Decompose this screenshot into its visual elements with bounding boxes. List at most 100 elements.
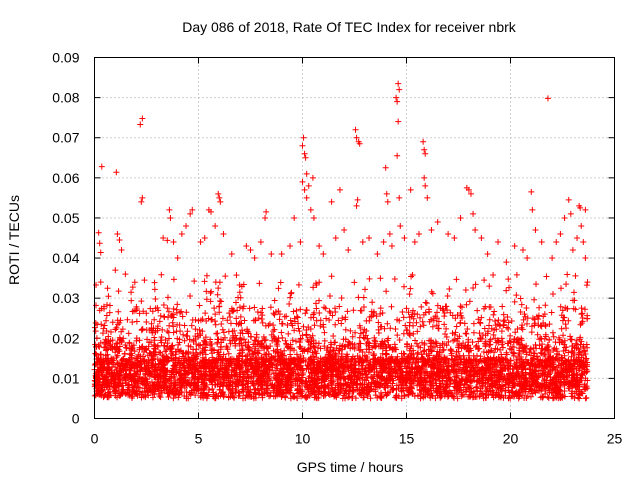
background-point <box>533 281 540 288</box>
background-point <box>421 340 428 347</box>
background-point <box>285 362 292 369</box>
background-point <box>351 279 358 286</box>
data-point <box>141 277 148 284</box>
background-point <box>170 395 177 402</box>
data-point <box>138 198 145 205</box>
background-point <box>378 389 385 396</box>
background-point <box>115 288 122 295</box>
data-point <box>395 80 402 87</box>
data-point <box>345 247 352 254</box>
background-point <box>495 337 502 344</box>
background-point <box>312 377 319 384</box>
background-point <box>584 344 591 351</box>
data-point <box>174 255 181 262</box>
data-point <box>262 214 269 221</box>
data-point <box>578 222 585 229</box>
background-point <box>313 317 320 324</box>
background-point <box>237 313 244 320</box>
data-point <box>359 239 366 246</box>
data-point <box>112 267 119 274</box>
background-point <box>226 310 233 317</box>
background-point <box>386 372 393 379</box>
background-point <box>166 335 173 342</box>
background-point <box>209 385 216 392</box>
background-point <box>440 367 447 374</box>
data-point <box>97 279 104 286</box>
background-point <box>328 379 335 386</box>
background-point <box>138 394 145 401</box>
data-point <box>422 150 429 157</box>
background-point <box>161 387 168 394</box>
background-point <box>559 394 566 401</box>
background-point <box>470 329 477 336</box>
background-point <box>400 350 407 357</box>
background-point <box>370 350 377 357</box>
background-point <box>125 384 132 391</box>
background-point <box>200 386 207 393</box>
background-point <box>563 281 570 288</box>
background-point <box>241 317 248 324</box>
background-point <box>365 342 372 349</box>
background-point <box>262 336 269 343</box>
background-point <box>215 377 222 384</box>
background-point <box>233 272 240 279</box>
background-point <box>394 332 401 339</box>
background-point <box>144 336 151 343</box>
background-point <box>307 334 314 341</box>
background-point <box>121 362 128 369</box>
data-point <box>457 214 464 221</box>
background-point <box>92 328 99 335</box>
background-point <box>225 393 232 400</box>
background-point <box>469 339 476 346</box>
data-point <box>383 190 390 197</box>
background-point <box>429 323 436 330</box>
background-point <box>304 362 311 369</box>
background-point <box>533 363 540 370</box>
background-point <box>388 356 395 363</box>
background-point <box>114 352 121 359</box>
background-point <box>500 311 507 318</box>
background-point <box>485 392 492 399</box>
background-point <box>342 316 349 323</box>
background-point <box>539 357 546 364</box>
background-point <box>181 322 188 329</box>
background-point <box>514 339 521 346</box>
background-point <box>410 307 417 314</box>
background-point <box>409 365 416 372</box>
background-point <box>577 374 584 381</box>
background-point <box>583 282 590 289</box>
background-point <box>463 330 470 337</box>
background-point <box>363 328 370 335</box>
background-point <box>202 344 209 351</box>
background-point <box>274 381 281 388</box>
background-point <box>332 321 339 328</box>
background-point <box>317 345 324 352</box>
data-point <box>538 239 545 246</box>
background-point <box>122 271 129 278</box>
background-point <box>311 322 318 329</box>
background-point <box>536 336 543 343</box>
background-point <box>182 350 189 357</box>
background-point <box>289 322 296 329</box>
background-point <box>175 370 182 377</box>
background-point <box>144 389 151 396</box>
background-point <box>339 395 346 402</box>
background-point <box>466 347 473 354</box>
background-point <box>243 368 250 375</box>
data-point <box>415 230 422 237</box>
data-point <box>332 235 339 241</box>
data-point <box>465 186 472 193</box>
background-point <box>303 326 310 333</box>
background-point <box>285 330 292 337</box>
data-point <box>422 182 429 189</box>
background-point <box>281 313 288 320</box>
background-point <box>102 317 109 324</box>
background-point <box>192 316 199 323</box>
background-point <box>281 356 288 363</box>
x-tick-label: 10 <box>295 431 311 447</box>
data-point <box>291 214 298 221</box>
background-point <box>446 286 453 293</box>
background-point <box>181 337 188 344</box>
background-point <box>213 330 220 337</box>
background-point <box>241 336 248 343</box>
